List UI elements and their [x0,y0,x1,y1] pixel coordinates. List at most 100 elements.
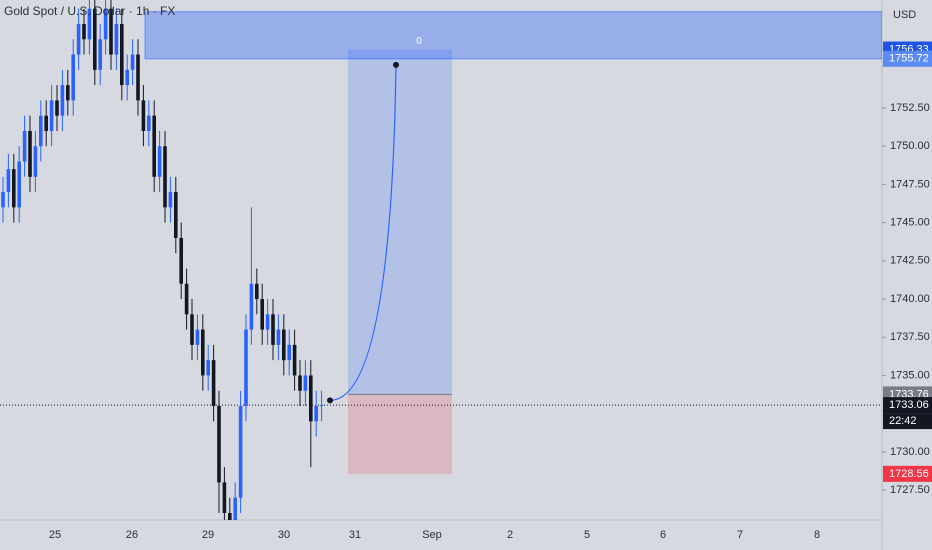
candle-body [211,360,216,407]
arrow-end [393,61,399,68]
candle-body [174,192,178,238]
candle-body [287,344,291,361]
candle-body [152,115,156,177]
candle-body [114,23,119,55]
candle-body [233,497,237,520]
x-tick-label: 30 [278,529,290,541]
candle-body [282,329,286,361]
candle-body [87,8,92,40]
x-tick-label: 26 [126,529,138,541]
candle-body [309,375,313,422]
candle-body [109,8,113,55]
x-tick-label: 7 [737,529,743,541]
arrow-start [327,397,333,404]
candle-body [98,39,102,70]
position-label: 0 [416,36,422,47]
y-tick-label: 1750.00 [890,140,930,152]
supply-zone [144,11,882,60]
candle-body [238,406,243,498]
y-tick-label: 1747.50 [890,178,930,190]
x-tick-label: 5 [584,529,590,541]
candle-body [66,85,70,101]
candle-body [76,23,81,55]
y-tick-label: 1742.50 [890,255,930,267]
x-tick-label: 31 [349,529,361,541]
price-label-box [883,397,932,414]
candle-body [184,283,189,315]
candle-body [201,329,205,376]
candle-body [93,8,97,70]
candle-body [44,115,48,131]
chart-title: Gold Spot / U.S. Dollar · 1h · FX [4,4,175,18]
candle-body [49,100,54,131]
candle-body [157,146,162,177]
candle-body [179,237,183,284]
y-tick-label: 1740.00 [890,293,930,305]
candle-body [206,360,210,376]
candle-body [1,192,5,208]
y-tick-label: 1735.00 [890,369,930,381]
candle-body [39,115,43,147]
x-tick-label: 6 [660,529,666,541]
candle-body [217,406,221,483]
candle-body [141,100,146,131]
candle-body [6,169,11,193]
price-label-box [883,465,932,482]
candle-body [28,130,32,177]
y-tick-label: 1730.00 [890,446,930,458]
candle-body [147,115,151,131]
candle-body [222,482,227,513]
candle-body [60,85,65,116]
y-tick-label: 1727.50 [890,484,930,496]
candle-body [298,375,302,391]
x-tick-label: Sep [422,529,442,541]
candle-body [103,8,108,40]
price-label: 1755.72 [889,53,929,65]
candle-body [136,54,140,101]
candle-body [292,344,297,376]
candle-body [163,146,167,208]
price-label: 1733.06 [889,399,929,411]
candle-body [276,329,281,345]
candle-body [303,375,308,391]
candle-body [55,100,59,116]
y-tick-label: 1745.00 [890,217,930,229]
currency: USD [893,9,916,21]
y-tick-label: 1752.50 [890,102,930,114]
candle-body [255,283,259,300]
candle-body [228,512,232,520]
candle-body [265,314,270,330]
x-tick-label: 25 [49,529,61,541]
price-label: 1728.56 [889,468,929,480]
candle-body [271,314,275,345]
price-label-box [883,50,932,67]
plot-area [0,0,882,520]
candle-body [71,54,75,101]
candle-body [120,23,124,86]
candle-body [17,161,21,208]
candle-body [12,169,16,208]
candle-body [82,23,86,40]
y-tick-label: 1737.50 [890,331,930,343]
countdown-box [883,413,932,430]
profit-area [348,49,452,395]
candle-body [244,329,248,407]
candle-body [319,405,324,407]
candle-body [190,314,194,345]
candle-body [195,329,200,345]
projection-arrow [329,64,397,401]
countdown: 22:42 [889,415,917,427]
x-tick-label: 2 [507,529,513,541]
candle-body [125,69,129,86]
candle-body [22,130,27,162]
x-tick-label: 8 [814,529,820,541]
candle-body [130,54,135,70]
candle-body [249,283,254,330]
candle-body [260,299,264,330]
candle-body [33,146,38,177]
loss-area [348,394,452,474]
x-tick-label: 29 [202,529,214,541]
candle-body [168,192,173,208]
